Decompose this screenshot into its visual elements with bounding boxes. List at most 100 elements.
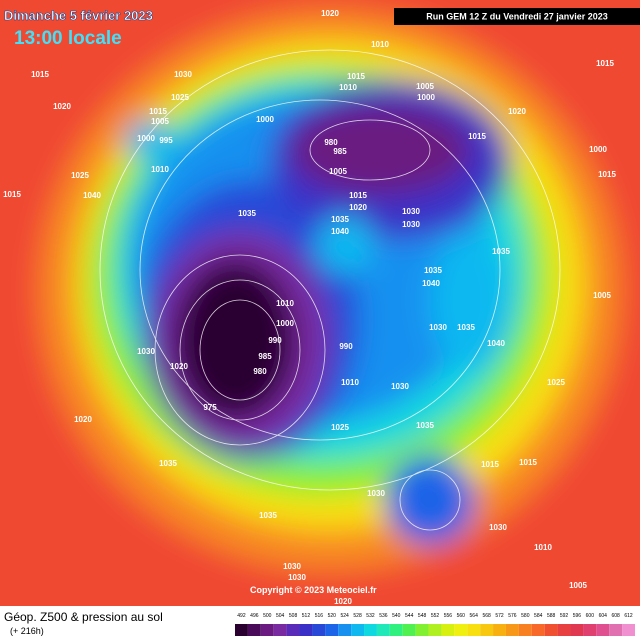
legend-label: 572 — [495, 613, 504, 619]
legend-label: 524 — [341, 613, 350, 619]
legend-label: 512 — [302, 613, 311, 619]
legend-swatch — [338, 624, 352, 636]
legend-label: 552 — [431, 613, 440, 619]
run-box — [394, 8, 640, 25]
legend-label: 608 — [611, 613, 620, 619]
isobar-label: 1030 — [137, 347, 155, 356]
legend-label: 592 — [560, 613, 569, 619]
isobar-label: 1030 — [391, 382, 409, 391]
isobar-label: 1005 — [569, 581, 587, 590]
legend-swatch — [518, 624, 532, 636]
isobar-label: 1010 — [341, 378, 359, 387]
legend-swatch — [286, 624, 300, 636]
isobar-label: 1025 — [331, 423, 349, 432]
legend-swatch — [480, 624, 494, 636]
isobar-label: 1010 — [276, 299, 294, 308]
isobar-label: 985 — [333, 147, 347, 156]
legend-label: 580 — [521, 613, 530, 619]
isobar-label: 1035 — [457, 323, 475, 332]
isobar-label: 1035 — [259, 511, 277, 520]
legend-swatch — [441, 624, 455, 636]
isobar-label: 1015 — [519, 458, 537, 467]
isobar-label: 985 — [258, 352, 272, 361]
isobar-label: 1020 — [170, 362, 188, 371]
legend-label: 540 — [392, 613, 401, 619]
isobar-label: 1015 — [596, 59, 614, 68]
legend-label: 520 — [328, 613, 337, 619]
legend-label: 492 — [237, 613, 246, 619]
isobar-label: 1030 — [174, 70, 192, 79]
isobar-label: 1030 — [402, 207, 420, 216]
legend-swatch — [376, 624, 390, 636]
isobar-label: 1010 — [339, 83, 357, 92]
isobar-label: 1015 — [349, 191, 367, 200]
isobar-label: 1000 — [276, 319, 294, 328]
legend-swatch — [351, 624, 365, 636]
legend-swatch — [415, 624, 429, 636]
isobar-label: 1040 — [83, 191, 101, 200]
isobar-label: 1030 — [283, 562, 301, 571]
isobar-label: 980 — [253, 367, 267, 376]
isobar-label: 990 — [268, 336, 282, 345]
time: 13:00 locale — [14, 28, 122, 49]
footer-lead: (+ 216h) — [10, 626, 44, 636]
legend-label: 548 — [418, 613, 427, 619]
legend-label: 508 — [289, 613, 298, 619]
legend-swatch — [389, 624, 403, 636]
isobar-label: 1035 — [238, 209, 256, 218]
legend-label: 560 — [457, 613, 466, 619]
legend-label: 600 — [586, 613, 595, 619]
isobar-label: 1005 — [593, 291, 611, 300]
legend-label: 544 — [405, 613, 414, 619]
isobar-label: 1000 — [589, 145, 607, 154]
legend-swatch — [235, 624, 248, 636]
isobar-label: 1020 — [53, 102, 71, 111]
isobar-label: 1005 — [329, 167, 347, 176]
legend-label: 604 — [599, 613, 608, 619]
isobar-label: 1035 — [416, 421, 434, 430]
isobar-label: 1035 — [492, 247, 510, 256]
isobar-label: 1040 — [422, 279, 440, 288]
legend-swatch — [596, 624, 610, 636]
legend-swatch — [467, 624, 481, 636]
legend-label: 568 — [482, 613, 491, 619]
isobar-label: 1030 — [288, 573, 306, 582]
isobar-label: 1025 — [71, 171, 89, 180]
legend-swatch — [260, 624, 274, 636]
legend-swatch — [557, 624, 571, 636]
legend-swatch — [299, 624, 313, 636]
isobar-label: 1030 — [367, 489, 385, 498]
legend-label: 504 — [276, 613, 285, 619]
isobar-label: 975 — [203, 403, 217, 412]
isobar-label: 1005 — [416, 82, 434, 91]
legend-swatch — [570, 624, 584, 636]
legend-swatch — [325, 624, 339, 636]
legend-swatch — [312, 624, 326, 636]
isobar-label: 1035 — [159, 459, 177, 468]
legend-swatch — [428, 624, 442, 636]
isobar-label: 1030 — [429, 323, 447, 332]
legend-swatch — [609, 624, 623, 636]
isobar-label: 995 — [159, 136, 173, 145]
legend-label: 496 — [250, 613, 259, 619]
isobar-label: 1025 — [547, 378, 565, 387]
isobar-label: 1020 — [321, 9, 339, 18]
legend-swatch — [531, 624, 545, 636]
isobar-label: 1010 — [371, 40, 389, 49]
legend-swatch — [402, 624, 416, 636]
isobar-label: 1030 — [489, 523, 507, 532]
isobar-label: 1040 — [331, 227, 349, 236]
isobar-label: 1035 — [424, 266, 442, 275]
isobar-label: 1015 — [149, 107, 167, 116]
isobar-label: 980 — [324, 138, 338, 147]
legend-swatch — [454, 624, 468, 636]
isobar-label: 1015 — [31, 70, 49, 79]
isobar-label: 1010 — [534, 543, 552, 552]
run: Run GEM 12 Z du Vendredi 27 janvier 2023 — [426, 11, 608, 21]
isobar-label: 1015 — [598, 170, 616, 179]
legend-swatch — [622, 624, 635, 636]
legend-label: 528 — [353, 613, 362, 619]
legend-label: 584 — [534, 613, 543, 619]
isobar-label: 1005 — [151, 117, 169, 126]
legend-swatch — [583, 624, 597, 636]
